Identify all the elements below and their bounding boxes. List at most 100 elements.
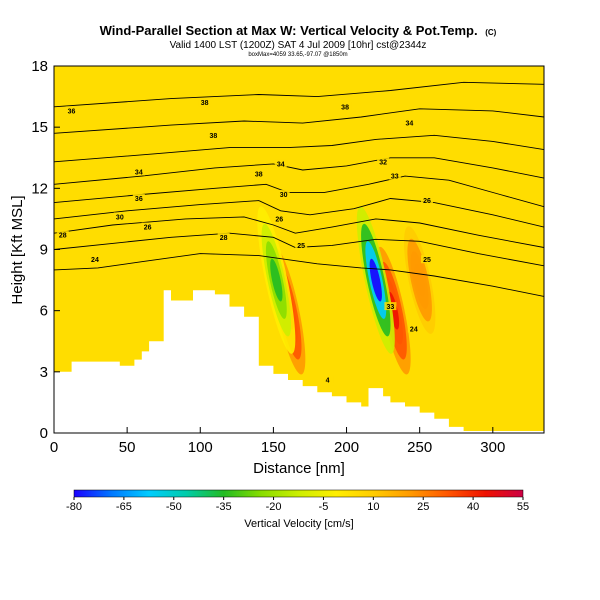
- contour-label-22: 24: [407, 324, 420, 334]
- colorbar-tick-label-1: -65: [116, 501, 132, 513]
- isentrope-34-5: [54, 157, 544, 185]
- downdraft-core-1-band-3: [369, 258, 382, 302]
- isentrope-36-7: [54, 108, 544, 134]
- contour-label-bg-9: [388, 171, 401, 180]
- contour-label-17: 25: [295, 240, 308, 250]
- x-tick-label-5: 250: [407, 439, 432, 456]
- contour-labels: 36 38 38 34 38 34 34 38 32 33 36 30 30 26 28 28 26 25 26 24…: [56, 98, 433, 384]
- contour-label-bg-13: [141, 222, 154, 231]
- velocity-cores: [257, 206, 436, 375]
- y-tick-label-4: 12: [31, 180, 48, 197]
- contour-label-text-15: 28: [220, 235, 228, 242]
- contour-label-bg-14: [56, 230, 69, 239]
- contour-label-3: 34: [403, 118, 416, 128]
- contour-label-bg-8: [377, 157, 390, 166]
- contour-label-bg-12: [113, 212, 126, 221]
- contour-label-text-3: 34: [406, 121, 414, 128]
- contour-label-21: 33: [384, 302, 397, 311]
- colorbar-tick-label-5: -5: [319, 501, 329, 513]
- contour-label-text-22: 24: [410, 327, 418, 334]
- contour-label-text-8: 32: [379, 159, 387, 166]
- contour-label-text-5: 34: [277, 161, 285, 168]
- colorbar-tick-label-9: 55: [517, 501, 529, 513]
- contour-label-text-6: 34: [135, 170, 143, 177]
- x-axis: 0 50 100 150 200 250 300: [50, 427, 505, 456]
- downdraft-core-0-band-3: [270, 258, 283, 302]
- x-tick-label-2: 100: [188, 439, 213, 456]
- colorbar-ticks: -80 -65 -50 -35 -20 -5 10 25 40 55: [66, 497, 529, 513]
- contour-label-text-21: 33: [387, 304, 395, 311]
- contour-label-bg-2: [339, 102, 352, 111]
- contour-label-text-23: 4: [326, 377, 330, 384]
- y-tick-label-6: 18: [31, 58, 48, 75]
- contour-label-bg-18: [420, 196, 433, 205]
- y-tick-label-5: 15: [31, 119, 48, 136]
- y-tick-label-1: 3: [40, 364, 48, 381]
- contour-label-text-20: 25: [423, 257, 431, 264]
- colorbar-tick-label-2: -50: [166, 501, 182, 513]
- contour-label-bg-20: [420, 255, 433, 264]
- contour-label-19: 24: [88, 255, 101, 264]
- contour-label-text-19: 24: [91, 257, 99, 264]
- updraft-core-2-band-3: [414, 263, 426, 297]
- colorbar-label: Vertical Velocity [cm/s]: [244, 518, 353, 530]
- contour-label-text-0: 36: [68, 108, 76, 115]
- contour-label-bg-19: [88, 255, 101, 264]
- contour-label-bg-7: [252, 169, 265, 178]
- contour-label-23: 4: [321, 375, 334, 384]
- contour-label-6: 34: [132, 167, 145, 177]
- isentrope-24-0: [54, 253, 544, 297]
- isentrope-38-8: [54, 81, 544, 108]
- contour-label-text-14: 28: [59, 233, 67, 240]
- colorbar-tick-label-8: 40: [467, 501, 479, 513]
- isentrope-30-3: [54, 198, 544, 228]
- contour-label-4: 38: [207, 130, 220, 140]
- x-tick-label-3: 150: [261, 439, 286, 456]
- contour-label-10: 36: [132, 194, 145, 203]
- contour-label-bg-1: [198, 98, 211, 107]
- plot-area: [54, 66, 544, 433]
- x-tick-label-6: 300: [480, 439, 505, 456]
- contour-label-text-16: 26: [275, 216, 283, 223]
- contour-label-text-12: 30: [116, 214, 124, 221]
- chart-subtitle-small: boxMax=4059 33.65,-97.07 @1850m: [248, 52, 347, 58]
- contour-label-text-11: 30: [280, 192, 288, 199]
- contour-label-bg-17: [295, 240, 308, 249]
- x-tick-label-4: 200: [334, 439, 359, 456]
- y-axis: 0 3 6 9 12 15 18: [31, 58, 60, 442]
- contour-label-bg-0: [65, 106, 78, 115]
- contour-label-12: 30: [113, 212, 126, 221]
- contour-label-1: 38: [198, 98, 211, 107]
- chart-title: Wind-Parallel Section at Max W: Vertical…: [100, 23, 497, 38]
- x-tick-label-0: 0: [50, 439, 58, 456]
- contour-label-bg-16: [273, 214, 286, 223]
- contour-label-2: 38: [339, 102, 352, 111]
- contour-label-13: 26: [141, 222, 154, 232]
- contour-label-18: 26: [420, 196, 433, 205]
- contour-label-bg-15: [217, 232, 230, 241]
- contour-label-text-13: 26: [144, 225, 152, 232]
- contour-label-bg-3: [403, 118, 416, 127]
- contour-label-text-1: 38: [201, 100, 209, 107]
- x-tick-label-1: 50: [119, 439, 136, 456]
- contour-label-5: 34: [274, 159, 287, 168]
- downdraft-core-1: [356, 206, 395, 354]
- updraft-core-2: [403, 226, 436, 334]
- contour-label-11: 30: [277, 189, 290, 199]
- contour-label-7: 38: [252, 169, 265, 179]
- colorbar-tick-label-7: 25: [417, 501, 429, 513]
- contour-label-bg-22: [407, 324, 420, 333]
- colorbar: [73, 489, 524, 498]
- contour-label-bg-21: [384, 302, 397, 311]
- contour-label-15: 28: [217, 232, 230, 242]
- contour-label-bg-11: [277, 189, 290, 198]
- isentrope-35-6: [54, 134, 544, 163]
- chart-subtitle: Valid 1400 LST (1200Z) SAT 4 Jul 2009 [1…: [170, 40, 427, 51]
- contour-label-9: 33: [388, 171, 401, 181]
- contour-label-14: 28: [56, 230, 69, 240]
- title-mark: (C): [485, 28, 496, 37]
- contour-label-text-4: 38: [210, 133, 218, 140]
- contour-label-text-18: 26: [423, 198, 431, 205]
- y-tick-label-2: 6: [40, 303, 48, 320]
